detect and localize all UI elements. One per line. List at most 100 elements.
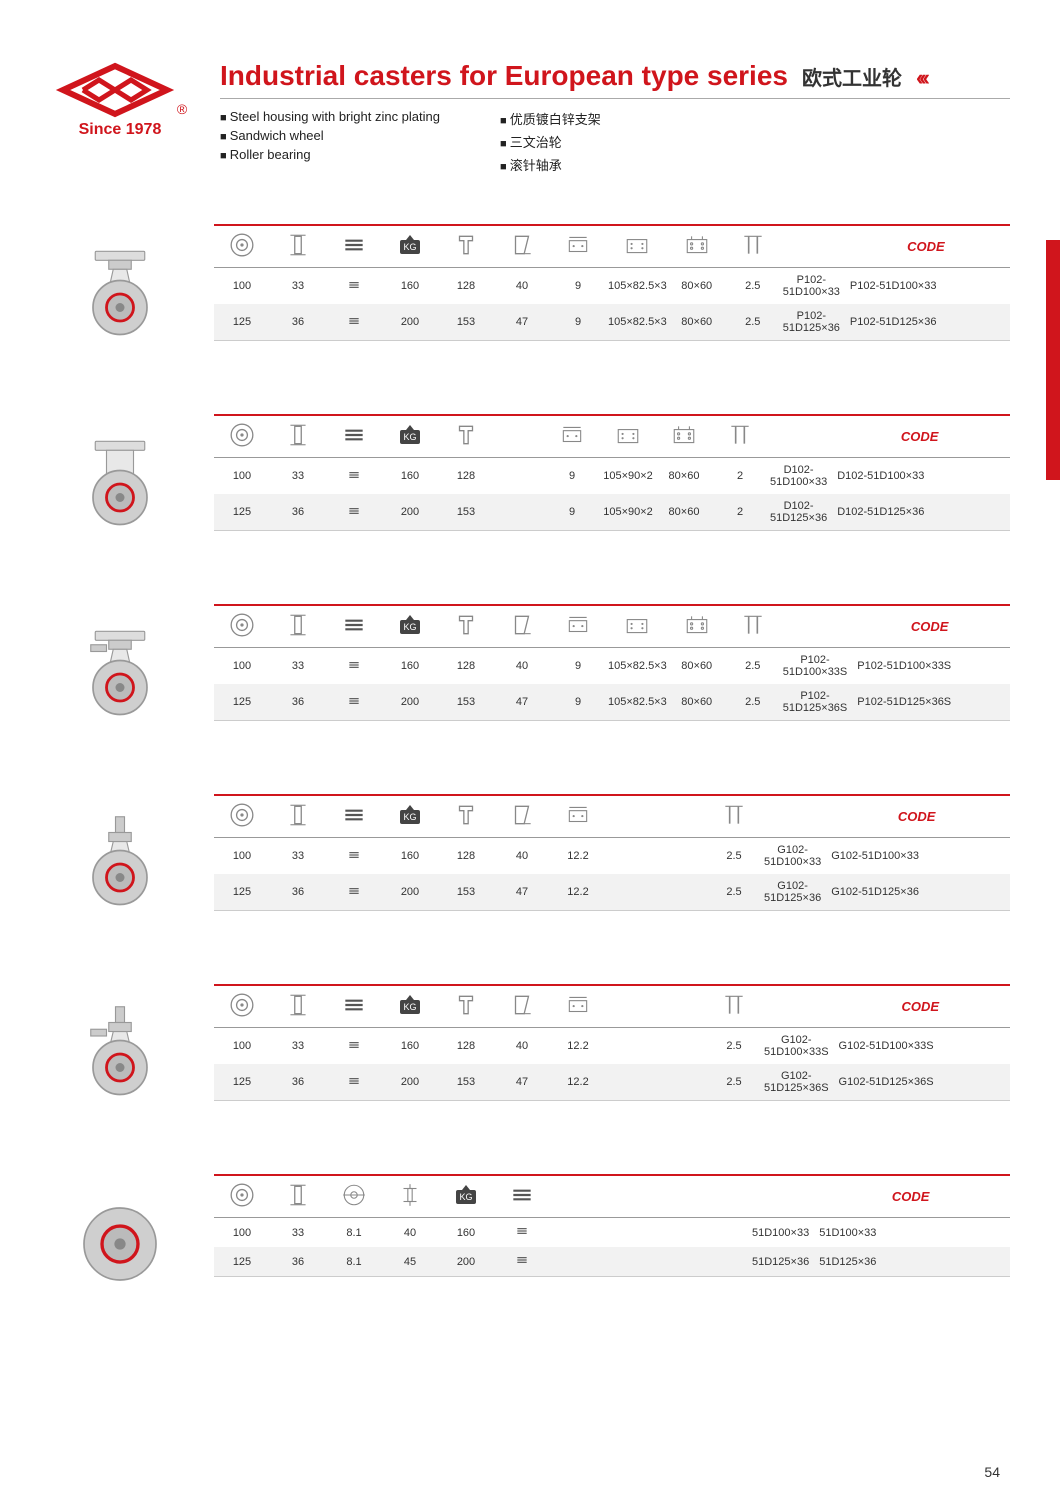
table-row: 12536200153479105×82.5×380×602.5P102-51D… [214, 684, 1010, 721]
tread-width-icon [285, 232, 311, 258]
spec-cell: 105×82.5×3 [606, 304, 669, 341]
spec-cell: 160 [382, 838, 438, 875]
spec-cell: 153 [438, 304, 494, 341]
spec-cell: 9 [550, 304, 606, 341]
wheel-diam-icon [229, 992, 255, 1018]
code-header: CODE [823, 795, 1010, 838]
spec-cell [650, 1218, 700, 1248]
spec-cell [550, 1247, 600, 1277]
product-code: G102-51D100×33S [831, 1028, 1010, 1065]
spec-cell: 100 [214, 1028, 270, 1065]
spec-cell: G102-51D125×36S [762, 1064, 831, 1101]
spec-cell: 33 [270, 838, 326, 875]
table-row: 100338.14016051D100×3351D100×33 [214, 1218, 1010, 1248]
spec-cell: 2.5 [706, 874, 762, 911]
code-header: CODE [829, 415, 1010, 458]
spec-cell: 128 [438, 268, 494, 305]
spec-table: KGCODE 100331601284012.22.5G102-51D100×3… [214, 984, 1010, 1101]
caster-icon [75, 1004, 165, 1104]
spec-cell: 125 [214, 494, 270, 531]
product-section: KG CODE 100331601289105×90×280×602D102-51… [50, 414, 1010, 554]
table-row: 100331601284012.22.5G102-51D100×33SG102-… [214, 1028, 1010, 1065]
feature-list: Steel housing with bright zinc plating S… [220, 109, 1010, 174]
table-row: 10033160128409105×82.5×380×602.5P102-51D… [214, 648, 1010, 685]
feature-item: Roller bearing [220, 147, 440, 162]
spec-cell: 40 [494, 268, 550, 305]
spec-cell: 47 [494, 874, 550, 911]
product-code: P102-51D125×36S [849, 684, 1010, 721]
product-section: KGCODE 10033160128409105×82.5×380×602.5P… [50, 224, 1010, 364]
spec-cell: 36 [270, 1247, 326, 1277]
spec-cell: D102-51D100×33 [768, 458, 829, 495]
spec-cell: D102-51D125×36 [768, 494, 829, 531]
tread-pattern-icon [344, 1038, 364, 1052]
caster-icon [75, 624, 165, 724]
spec-cell: 200 [382, 304, 438, 341]
spec-cell: 40 [494, 838, 550, 875]
product-code: D102-51D125×36 [829, 494, 1010, 531]
spec-cell [326, 1028, 382, 1065]
spec-cell: 153 [438, 1064, 494, 1101]
swivel-height-icon [453, 422, 479, 448]
spec-cell: 33 [270, 1028, 326, 1065]
spec-cell: G102-51D100×33S [762, 1028, 831, 1065]
spec-cell: 153 [438, 874, 494, 911]
spec-cell: 12.2 [550, 1028, 606, 1065]
tread-width-icon [285, 992, 311, 1018]
page-title-en: Industrial casters for European type ser… [220, 60, 788, 92]
spec-cell: 36 [270, 874, 326, 911]
spec-cell: 125 [214, 304, 270, 341]
feature-item: 三文治轮 [500, 132, 601, 151]
bore-diam-icon [341, 1182, 367, 1208]
spec-cell: 47 [494, 684, 550, 721]
spec-cell: 8.1 [326, 1218, 382, 1248]
spec-cell [326, 494, 382, 531]
hole-spacing-icon [684, 612, 710, 638]
track-width-icon [727, 422, 753, 448]
spec-cell [600, 1247, 650, 1277]
brand-logo: ® Since 1978 [50, 60, 190, 139]
track-width-icon [721, 992, 747, 1018]
product-code: P102-51D125×36 [842, 304, 1010, 341]
tread-pattern-icon [344, 504, 364, 518]
spec-cell: 51D125×36 [750, 1247, 811, 1277]
logo-since-text: Since 1978 [50, 121, 190, 139]
spec-cell: 128 [438, 458, 494, 495]
table-row: 10033160128409105×82.5×380×602.5P102-51D… [214, 268, 1010, 305]
spec-cell: 2.5 [725, 648, 781, 685]
spec-cell: 2.5 [706, 1064, 762, 1101]
tread-pattern-icon [344, 1074, 364, 1088]
spec-cell: 160 [382, 458, 438, 495]
spec-cell: P102-51D100×33S [781, 648, 850, 685]
tread-width-icon [285, 612, 311, 638]
page-edge-tab [1046, 240, 1060, 480]
hole-spacing-icon [684, 232, 710, 258]
track-width-icon [740, 612, 766, 638]
feature-item: 滚针轴承 [500, 155, 601, 174]
product-image [50, 1174, 190, 1314]
spec-cell: 80×60 [669, 648, 725, 685]
spec-cell: 128 [438, 1028, 494, 1065]
table-row: 12536200153479105×82.5×380×602.5P102-51D… [214, 304, 1010, 341]
tread-pattern-icon [344, 278, 364, 292]
caster-icon [75, 434, 165, 534]
tread-pattern-icon [344, 468, 364, 482]
product-section: KGCODE 100331601284012.22.5G102-51D100×3… [50, 794, 1010, 934]
spec-cell: 51D100×33 [750, 1218, 811, 1248]
spec-cell: 2.5 [725, 684, 781, 721]
spec-cell: 36 [270, 1064, 326, 1101]
tread-pattern-icon [341, 612, 367, 638]
spec-table: KGCODE 100338.14016051D100×3351D100×3312… [214, 1174, 1010, 1277]
load-kg-icon: KG [400, 620, 419, 634]
offset-icon [509, 232, 535, 258]
spec-cell: 100 [214, 648, 270, 685]
tread-pattern-icon [341, 992, 367, 1018]
offset-icon [509, 992, 535, 1018]
feature-item: Steel housing with bright zinc plating [220, 109, 440, 124]
spec-cell [326, 1064, 382, 1101]
registered-mark: ® [177, 101, 187, 117]
wheel-diam-icon [229, 612, 255, 638]
load-kg-icon: KG [400, 430, 419, 444]
tread-pattern-icon [512, 1224, 532, 1238]
table-row: 100331601289105×90×280×602D102-51D100×33… [214, 458, 1010, 495]
